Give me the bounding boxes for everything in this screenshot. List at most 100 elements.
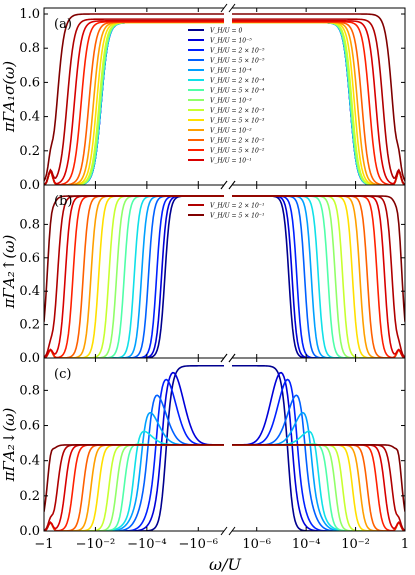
series-line-15-pos xyxy=(232,13,405,182)
panels: 0.00.20.40.60.81.0(a)πΓA₁σ(ω)0.00.20.40.… xyxy=(0,3,406,539)
series-line-14-neg xyxy=(44,444,224,531)
y-tick-label: 0.8 xyxy=(19,41,40,56)
x-tick-label: −10⁻⁴ xyxy=(127,537,167,552)
series-line-5-pos xyxy=(232,195,405,358)
series-line-9-pos xyxy=(232,444,405,531)
series-line-10-neg xyxy=(44,444,224,531)
y-tick-label: 0.4 xyxy=(19,284,40,299)
y-tick-label: 0.0 xyxy=(19,524,40,539)
y-tick-label: 0.6 xyxy=(19,75,40,90)
series-line-15-pos xyxy=(232,195,405,322)
series-line-7-pos xyxy=(232,444,405,531)
axis-break-mark xyxy=(220,526,228,536)
series-line-14-pos xyxy=(232,18,405,185)
series-line-12-pos xyxy=(232,444,405,531)
panel-label: (c) xyxy=(54,367,71,382)
legend-label: V_H/U = 10⁻⁵ xyxy=(210,38,252,45)
axis-break-mark xyxy=(228,353,236,363)
legend-label: V_H/U = 2 × 10⁻⁴ xyxy=(210,78,265,85)
y-tick-label: 0.4 xyxy=(19,454,40,469)
frame-left xyxy=(43,357,224,532)
series-line-11-pos xyxy=(232,444,405,531)
series-line-12-neg xyxy=(44,444,224,531)
y-tick-label: 0.4 xyxy=(19,110,40,125)
panel-b: 0.0 0.2 0.4 0.6 0.8 (b) πΓA₂↑(ω) xyxy=(0,180,406,366)
series-line-5-pos xyxy=(232,430,405,531)
series-line-15-neg xyxy=(44,444,224,512)
legend-label: V_H/U = 2 × 10⁻³ xyxy=(210,108,265,115)
y-tick-label: 0.8 xyxy=(19,217,40,232)
y-tick-label: 0.6 xyxy=(19,251,40,266)
x-tick-label: −10⁻⁶ xyxy=(179,537,219,552)
x-tick-label: −1 xyxy=(34,537,53,552)
y-axis-label: πΓA₂↑(ω) xyxy=(0,235,18,310)
legend-label: V_H/U = 10⁻³ xyxy=(210,98,252,105)
series-lines xyxy=(44,364,405,531)
series-line-14-neg xyxy=(44,18,224,185)
y-tick-label: 0.8 xyxy=(19,383,40,398)
panel-label: (b) xyxy=(54,194,72,209)
series-line-0-neg xyxy=(44,364,224,531)
y-tick-label: 0.2 xyxy=(19,144,40,159)
series-line-14-pos xyxy=(232,444,405,531)
legend-label: V_H/U = 5 × 10⁻³ xyxy=(210,118,265,125)
panel-c: 0.0 0.2 0.4 0.6 0.8 (c) πΓA₂↓(ω) xyxy=(0,353,406,539)
series-line-6-pos xyxy=(232,443,405,531)
series-line-15-pos xyxy=(232,444,405,512)
x-tick-label: −10⁻² xyxy=(76,537,116,552)
series-line-6-neg xyxy=(44,443,224,531)
y-tick-label: 0.6 xyxy=(19,419,40,434)
panel-label: (a) xyxy=(54,17,72,32)
x-tick-label: 1 xyxy=(401,537,409,552)
legend-label: V_H/U = 5 × 10⁻¹ xyxy=(210,213,264,220)
axis-break-mark xyxy=(220,3,228,13)
legend-label: V_H/U = 5 × 10⁻² xyxy=(210,148,265,155)
series-line-11-neg xyxy=(44,444,224,531)
series-line-13-pos xyxy=(232,444,405,531)
series-line-12-neg xyxy=(44,20,224,185)
x-axis: −1 −10⁻² −10⁻⁴ −10⁻⁶ 10⁻⁶ 10⁻⁴ 10⁻² 1 xyxy=(34,537,409,552)
series-line-0-pos xyxy=(232,364,405,531)
y-tick-label: 0.2 xyxy=(19,489,40,504)
series-line-12-pos xyxy=(232,20,405,185)
legend-label: V_H/U = 10⁻¹ xyxy=(210,158,252,165)
y-tick-label: 0.0 xyxy=(19,178,40,193)
legend: V_H/U = 0 V_H/U = 10⁻⁵ V_H/U = 2 × 10⁻⁵ V_H… xyxy=(188,28,265,220)
axis-break-mark xyxy=(228,3,236,13)
frame-left xyxy=(43,7,224,186)
axis-break-mark xyxy=(220,353,228,363)
y-tick-label: 1.0 xyxy=(19,7,40,22)
legend-label: V_H/U = 2 × 10⁻⁵ xyxy=(210,48,265,55)
x-tick-label: 10⁻⁴ xyxy=(292,537,321,552)
series-line-7-neg xyxy=(44,444,224,531)
series-line-13-neg xyxy=(44,444,224,531)
series-line-13-pos xyxy=(232,20,405,185)
x-tick-label: 10⁻² xyxy=(341,537,370,552)
axis-break-mark xyxy=(228,526,236,536)
frame-right xyxy=(232,7,406,186)
axis-break-mark xyxy=(220,180,228,190)
axis-break-mark xyxy=(228,180,236,190)
series-line-8-neg xyxy=(44,444,224,531)
legend-label: V_H/U = 10⁻² xyxy=(210,128,252,135)
frame-right xyxy=(232,357,406,532)
series-line-8-pos xyxy=(232,444,405,531)
series-lines xyxy=(44,195,405,358)
series-line-5-neg xyxy=(44,195,224,358)
panel-a: 0.0 0.2 0.4 0.6 0.8 1.0 (a) πΓA₁σ(ω) xyxy=(0,3,406,193)
legend-label: V_H/U = 5 × 10⁻⁵ xyxy=(210,58,265,65)
series-line-2-neg xyxy=(44,378,224,531)
y-axis-label: πΓA₁σ(ω) xyxy=(0,61,18,133)
y-axis-label: πΓA₂↓(ω) xyxy=(0,408,18,483)
series-line-2-pos xyxy=(232,378,405,531)
series-line-5-neg xyxy=(44,430,224,531)
series-line-15-neg xyxy=(44,13,224,182)
legend-label: V_H/U = 0 xyxy=(210,28,242,35)
legend-label: V_H/U = 2 × 10⁻² xyxy=(210,138,265,145)
legend-label: V_H/U = 10⁻⁴ xyxy=(210,68,252,75)
legend-label: V_H/U = 5 × 10⁻⁴ xyxy=(210,88,265,95)
x-axis-label: ω/U xyxy=(209,555,241,574)
y-tick-label: 0.2 xyxy=(19,318,40,333)
series-line-10-pos xyxy=(232,444,405,531)
